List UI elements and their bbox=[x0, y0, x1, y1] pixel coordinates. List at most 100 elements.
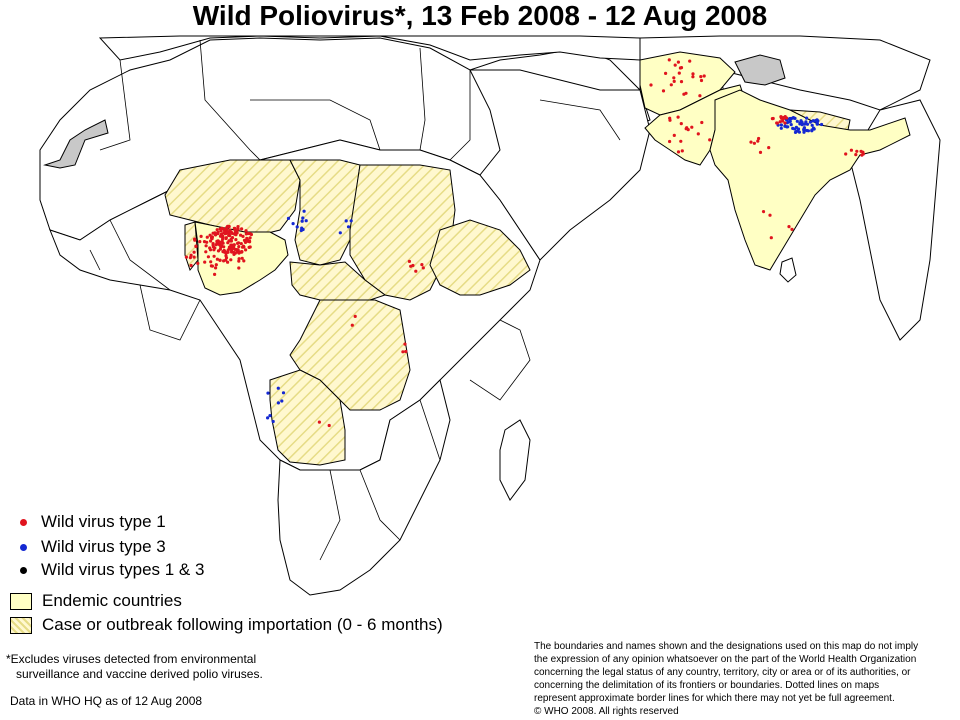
case-dot bbox=[421, 266, 425, 270]
case-dot bbox=[791, 126, 795, 130]
case-dot bbox=[221, 250, 225, 254]
case-dot bbox=[805, 122, 810, 126]
region-western-sahara bbox=[43, 119, 109, 169]
case-dot bbox=[672, 76, 676, 80]
case-dot bbox=[218, 258, 222, 262]
case-dot bbox=[205, 235, 209, 239]
data-as-of: Data in WHO HQ as of 12 Aug 2008 bbox=[10, 694, 203, 708]
endemic-swatch-icon bbox=[10, 592, 32, 610]
case-dot bbox=[855, 149, 859, 153]
case-dot bbox=[338, 231, 342, 235]
case-dot bbox=[787, 225, 791, 229]
case-dot bbox=[209, 239, 213, 243]
footnote-line1: *Excludes viruses detected from environm… bbox=[6, 652, 257, 666]
case-dot bbox=[214, 266, 218, 270]
case-dot bbox=[237, 251, 241, 255]
disclaimer-line4: concerning the delimitation of its front… bbox=[534, 680, 880, 691]
case-dot bbox=[218, 240, 222, 244]
case-dot bbox=[664, 71, 668, 75]
case-dot bbox=[811, 126, 816, 130]
case-dot bbox=[702, 74, 706, 78]
case-dot bbox=[244, 229, 248, 233]
case-dot bbox=[227, 232, 231, 236]
case-dot bbox=[787, 120, 791, 124]
case-dot bbox=[790, 227, 794, 231]
case-dot bbox=[691, 75, 695, 79]
case-dot bbox=[232, 252, 236, 256]
case-dot bbox=[789, 123, 793, 127]
footnote-line2: surveillance and vaccine derived polio v… bbox=[16, 667, 263, 681]
case-dot bbox=[249, 232, 253, 237]
case-dot bbox=[266, 391, 270, 395]
case-dot bbox=[669, 83, 673, 87]
case-dot bbox=[212, 254, 216, 258]
case-dot bbox=[859, 149, 863, 153]
case-dot bbox=[193, 237, 197, 241]
case-dot bbox=[198, 240, 202, 244]
case-dot bbox=[849, 148, 854, 152]
case-dot bbox=[243, 240, 248, 244]
case-dot bbox=[349, 219, 353, 223]
case-dot bbox=[815, 122, 820, 126]
case-dot bbox=[239, 242, 243, 246]
case-dot bbox=[770, 117, 775, 121]
case-dot bbox=[752, 141, 757, 145]
case-dot bbox=[194, 244, 198, 248]
case-dot bbox=[401, 350, 405, 354]
red-dot-icon bbox=[20, 518, 27, 526]
case-dot bbox=[684, 127, 688, 131]
case-dot bbox=[189, 253, 193, 257]
case-dot bbox=[224, 258, 228, 262]
case-dot bbox=[798, 121, 802, 125]
disclaimer-line1: The boundaries and names shown and the d… bbox=[534, 641, 919, 652]
case-dot bbox=[248, 236, 252, 240]
case-dot bbox=[222, 245, 226, 249]
case-dot bbox=[210, 264, 214, 268]
black-dot-icon bbox=[20, 566, 27, 574]
case-dot bbox=[813, 119, 817, 123]
case-dot bbox=[214, 243, 218, 247]
case-dot bbox=[761, 210, 766, 214]
case-dot bbox=[778, 120, 782, 124]
case-dot bbox=[699, 75, 703, 79]
case-dot bbox=[233, 226, 237, 231]
legend-type1: Wild virus type 1 bbox=[8, 512, 166, 532]
na-regions bbox=[43, 54, 786, 169]
case-dot bbox=[698, 94, 702, 98]
case-dot bbox=[214, 263, 218, 267]
case-dot bbox=[220, 226, 224, 230]
case-dot bbox=[346, 225, 351, 229]
legend-type13-label: Wild virus types 1 & 3 bbox=[41, 560, 205, 579]
case-dot bbox=[216, 232, 220, 236]
case-dot bbox=[244, 248, 248, 252]
case-dot bbox=[245, 238, 249, 242]
case-dot bbox=[226, 248, 230, 252]
legend: Wild virus type 1 Wild virus type 3 Wild… bbox=[8, 510, 508, 640]
case-dot bbox=[668, 116, 672, 120]
case-dot bbox=[767, 146, 771, 150]
case-dot bbox=[204, 250, 208, 254]
case-dot bbox=[199, 234, 203, 238]
case-dot bbox=[224, 227, 229, 232]
case-dot bbox=[820, 122, 824, 127]
case-dot bbox=[232, 243, 236, 247]
case-dot bbox=[204, 244, 208, 248]
legend-type3: Wild virus type 3 bbox=[8, 537, 166, 557]
case-dot bbox=[661, 89, 666, 93]
case-dot bbox=[237, 259, 241, 263]
case-dot bbox=[749, 140, 753, 144]
case-dot bbox=[221, 237, 225, 241]
region-angola bbox=[269, 369, 346, 466]
case-dot bbox=[350, 323, 354, 327]
case-dot bbox=[672, 133, 676, 137]
case-dot bbox=[239, 250, 243, 254]
case-dot bbox=[230, 250, 234, 254]
case-dot bbox=[300, 226, 304, 230]
case-dot bbox=[271, 419, 275, 424]
case-dot bbox=[676, 60, 681, 64]
case-dot bbox=[209, 236, 214, 240]
case-dot bbox=[786, 125, 790, 129]
case-dot bbox=[236, 241, 240, 245]
case-dot bbox=[688, 59, 692, 63]
region-chad bbox=[289, 159, 361, 266]
